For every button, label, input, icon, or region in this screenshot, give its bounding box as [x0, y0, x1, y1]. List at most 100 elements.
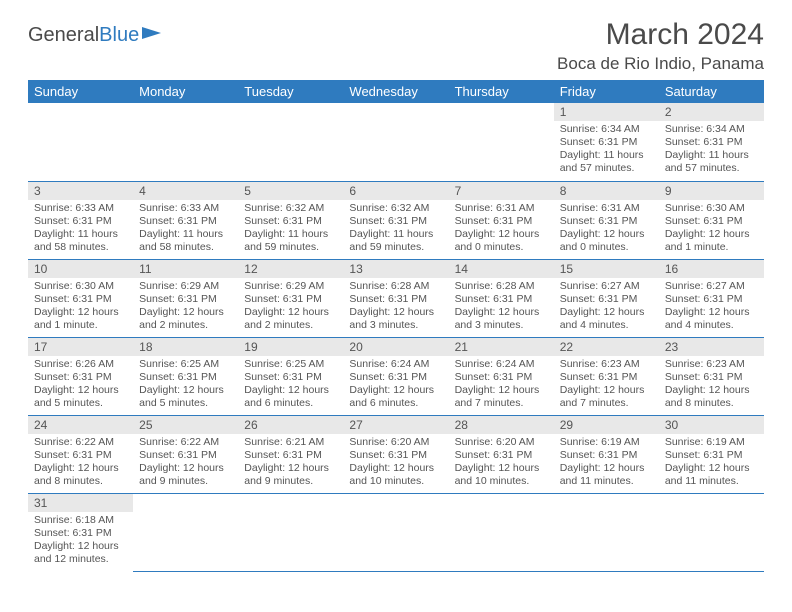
day-number: 3: [28, 182, 133, 200]
daylight-line: Daylight: 12 hours and 9 minutes.: [244, 462, 329, 487]
sunrise-line: Sunrise: 6:19 AM: [560, 436, 640, 448]
day-details: Sunrise: 6:29 AMSunset: 6:31 PMDaylight:…: [133, 278, 238, 337]
daylight-line: Daylight: 12 hours and 9 minutes.: [139, 462, 224, 487]
sunset-line: Sunset: 6:31 PM: [560, 215, 638, 227]
day-number: 22: [554, 338, 659, 356]
daylight-line: Daylight: 12 hours and 4 minutes.: [665, 306, 750, 331]
weekday-header: Tuesday: [238, 80, 343, 103]
daylight-line: Daylight: 12 hours and 0 minutes.: [455, 228, 540, 253]
day-details: Sunrise: 6:18 AMSunset: 6:31 PMDaylight:…: [28, 512, 133, 571]
calendar-table: SundayMondayTuesdayWednesdayThursdayFrid…: [28, 80, 764, 572]
day-details: Sunrise: 6:32 AMSunset: 6:31 PMDaylight:…: [238, 200, 343, 259]
day-cell: 10Sunrise: 6:30 AMSunset: 6:31 PMDayligh…: [28, 259, 133, 337]
sunset-line: Sunset: 6:31 PM: [34, 293, 112, 305]
sunrise-line: Sunrise: 6:20 AM: [455, 436, 535, 448]
day-number: 6: [343, 182, 448, 200]
day-number: 8: [554, 182, 659, 200]
weekday-header: Sunday: [28, 80, 133, 103]
day-number: 7: [449, 182, 554, 200]
title-block: March 2024 Boca de Rio Indio, Panama: [557, 18, 764, 74]
sunset-line: Sunset: 6:31 PM: [665, 215, 743, 227]
sunset-line: Sunset: 6:31 PM: [244, 449, 322, 461]
day-details: Sunrise: 6:19 AMSunset: 6:31 PMDaylight:…: [554, 434, 659, 493]
day-cell: 3Sunrise: 6:33 AMSunset: 6:31 PMDaylight…: [28, 181, 133, 259]
sunrise-line: Sunrise: 6:29 AM: [244, 280, 324, 292]
calendar-row: 24Sunrise: 6:22 AMSunset: 6:31 PMDayligh…: [28, 415, 764, 493]
day-cell: 19Sunrise: 6:25 AMSunset: 6:31 PMDayligh…: [238, 337, 343, 415]
daylight-line: Daylight: 12 hours and 12 minutes.: [34, 540, 119, 565]
weekday-header: Saturday: [659, 80, 764, 103]
day-number: 30: [659, 416, 764, 434]
sunset-line: Sunset: 6:31 PM: [560, 293, 638, 305]
sunset-line: Sunset: 6:31 PM: [455, 215, 533, 227]
sunset-line: Sunset: 6:31 PM: [560, 136, 638, 148]
calendar-row: 17Sunrise: 6:26 AMSunset: 6:31 PMDayligh…: [28, 337, 764, 415]
day-details: Sunrise: 6:33 AMSunset: 6:31 PMDaylight:…: [28, 200, 133, 259]
day-details: Sunrise: 6:20 AMSunset: 6:31 PMDaylight:…: [449, 434, 554, 493]
day-cell: 6Sunrise: 6:32 AMSunset: 6:31 PMDaylight…: [343, 181, 448, 259]
sunset-line: Sunset: 6:31 PM: [349, 215, 427, 227]
daylight-line: Daylight: 12 hours and 2 minutes.: [139, 306, 224, 331]
day-details: Sunrise: 6:20 AMSunset: 6:31 PMDaylight:…: [343, 434, 448, 493]
day-number: 15: [554, 260, 659, 278]
sunset-line: Sunset: 6:31 PM: [455, 449, 533, 461]
day-cell: 24Sunrise: 6:22 AMSunset: 6:31 PMDayligh…: [28, 415, 133, 493]
sunset-line: Sunset: 6:31 PM: [34, 371, 112, 383]
empty-cell: [133, 103, 238, 181]
day-cell: 4Sunrise: 6:33 AMSunset: 6:31 PMDaylight…: [133, 181, 238, 259]
calendar-body: 1Sunrise: 6:34 AMSunset: 6:31 PMDaylight…: [28, 103, 764, 571]
day-number: 9: [659, 182, 764, 200]
sunrise-line: Sunrise: 6:26 AM: [34, 358, 114, 370]
day-details: Sunrise: 6:31 AMSunset: 6:31 PMDaylight:…: [554, 200, 659, 259]
sunrise-line: Sunrise: 6:24 AM: [455, 358, 535, 370]
empty-cell: [449, 493, 554, 571]
day-number: 4: [133, 182, 238, 200]
day-details: Sunrise: 6:33 AMSunset: 6:31 PMDaylight:…: [133, 200, 238, 259]
sunset-line: Sunset: 6:31 PM: [349, 371, 427, 383]
day-details: Sunrise: 6:27 AMSunset: 6:31 PMDaylight:…: [659, 278, 764, 337]
sunrise-line: Sunrise: 6:25 AM: [244, 358, 324, 370]
day-details: Sunrise: 6:30 AMSunset: 6:31 PMDaylight:…: [659, 200, 764, 259]
day-cell: 25Sunrise: 6:22 AMSunset: 6:31 PMDayligh…: [133, 415, 238, 493]
sunrise-line: Sunrise: 6:28 AM: [455, 280, 535, 292]
weekday-row: SundayMondayTuesdayWednesdayThursdayFrid…: [28, 80, 764, 103]
sunrise-line: Sunrise: 6:27 AM: [560, 280, 640, 292]
daylight-line: Daylight: 11 hours and 59 minutes.: [349, 228, 433, 253]
day-details: Sunrise: 6:22 AMSunset: 6:31 PMDaylight:…: [133, 434, 238, 493]
flag-icon: [139, 24, 163, 47]
day-details: Sunrise: 6:34 AMSunset: 6:31 PMDaylight:…: [554, 121, 659, 180]
daylight-line: Daylight: 11 hours and 59 minutes.: [244, 228, 328, 253]
daylight-line: Daylight: 12 hours and 6 minutes.: [244, 384, 329, 409]
day-cell: 26Sunrise: 6:21 AMSunset: 6:31 PMDayligh…: [238, 415, 343, 493]
day-number: 13: [343, 260, 448, 278]
logo-text-1: General: [28, 24, 99, 47]
location: Boca de Rio Indio, Panama: [557, 54, 764, 74]
empty-cell: [659, 493, 764, 571]
day-number: 16: [659, 260, 764, 278]
sunset-line: Sunset: 6:31 PM: [139, 215, 217, 227]
day-cell: 31Sunrise: 6:18 AMSunset: 6:31 PMDayligh…: [28, 493, 133, 571]
empty-cell: [28, 103, 133, 181]
day-number: 24: [28, 416, 133, 434]
day-cell: 7Sunrise: 6:31 AMSunset: 6:31 PMDaylight…: [449, 181, 554, 259]
sunrise-line: Sunrise: 6:21 AM: [244, 436, 324, 448]
sunset-line: Sunset: 6:31 PM: [665, 449, 743, 461]
sunset-line: Sunset: 6:31 PM: [244, 215, 322, 227]
day-details: Sunrise: 6:26 AMSunset: 6:31 PMDaylight:…: [28, 356, 133, 415]
sunset-line: Sunset: 6:31 PM: [560, 449, 638, 461]
daylight-line: Daylight: 12 hours and 11 minutes.: [560, 462, 645, 487]
day-cell: 22Sunrise: 6:23 AMSunset: 6:31 PMDayligh…: [554, 337, 659, 415]
sunset-line: Sunset: 6:31 PM: [560, 371, 638, 383]
day-details: Sunrise: 6:21 AMSunset: 6:31 PMDaylight:…: [238, 434, 343, 493]
daylight-line: Daylight: 12 hours and 5 minutes.: [139, 384, 224, 409]
sunrise-line: Sunrise: 6:29 AM: [139, 280, 219, 292]
sunset-line: Sunset: 6:31 PM: [34, 527, 112, 539]
day-number: 11: [133, 260, 238, 278]
day-cell: 27Sunrise: 6:20 AMSunset: 6:31 PMDayligh…: [343, 415, 448, 493]
day-number: 14: [449, 260, 554, 278]
day-cell: 20Sunrise: 6:24 AMSunset: 6:31 PMDayligh…: [343, 337, 448, 415]
day-details: Sunrise: 6:24 AMSunset: 6:31 PMDaylight:…: [449, 356, 554, 415]
day-cell: 9Sunrise: 6:30 AMSunset: 6:31 PMDaylight…: [659, 181, 764, 259]
empty-cell: [133, 493, 238, 571]
daylight-line: Daylight: 12 hours and 0 minutes.: [560, 228, 645, 253]
